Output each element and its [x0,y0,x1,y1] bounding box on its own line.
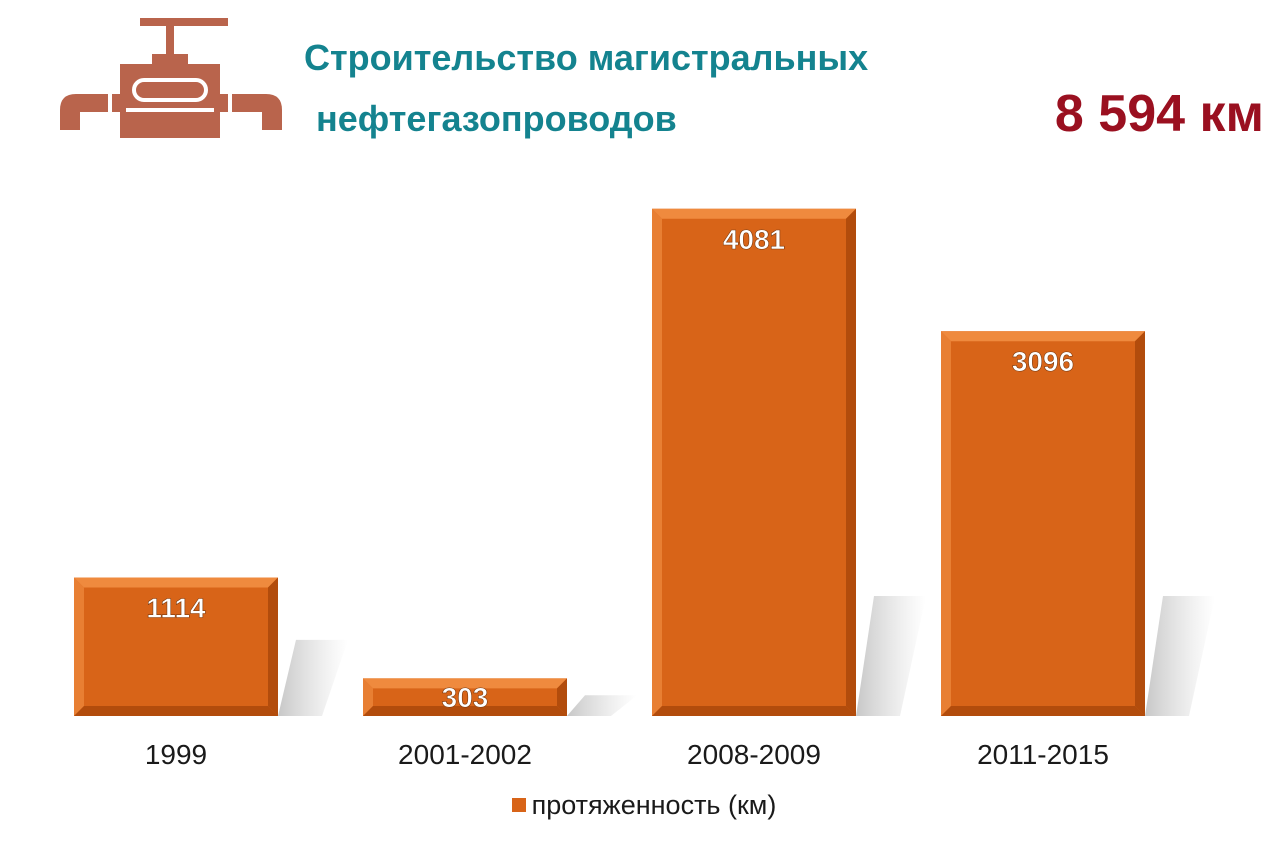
bar-shadow [278,639,348,716]
bar [74,577,278,716]
bar-shadow [856,596,926,716]
chart-title-line-1: Строительство магистральных [304,37,869,78]
bar-shadow [1145,596,1215,716]
chart-title-line-2: нефтегазопроводов [316,98,677,139]
x-tick-label: 2001-2002 [398,739,532,770]
bar [941,331,1145,716]
x-tick-label: 1999 [145,739,207,770]
bar [363,678,567,716]
total-length-value: 8 594 км [1054,85,1264,143]
data-label: 3096 [1012,346,1074,377]
data-label: 303 [442,682,489,713]
data-label: 1114 [146,593,206,624]
bar-shadow [567,695,637,716]
bar [652,208,856,716]
x-tick-label: 2011-2015 [977,739,1109,770]
chart-legend: протяженность (км) [0,790,1288,821]
legend-label: протяженность (км) [531,790,777,820]
bar-chart: 1114 303 4081 3096 1999 2001-2002 2008-2009 20… [74,208,1215,770]
legend-swatch [511,798,526,812]
x-tick-label: 2008-2009 [687,739,821,770]
data-label: 4081 [723,224,785,255]
pipe-valve-icon [56,18,290,143]
